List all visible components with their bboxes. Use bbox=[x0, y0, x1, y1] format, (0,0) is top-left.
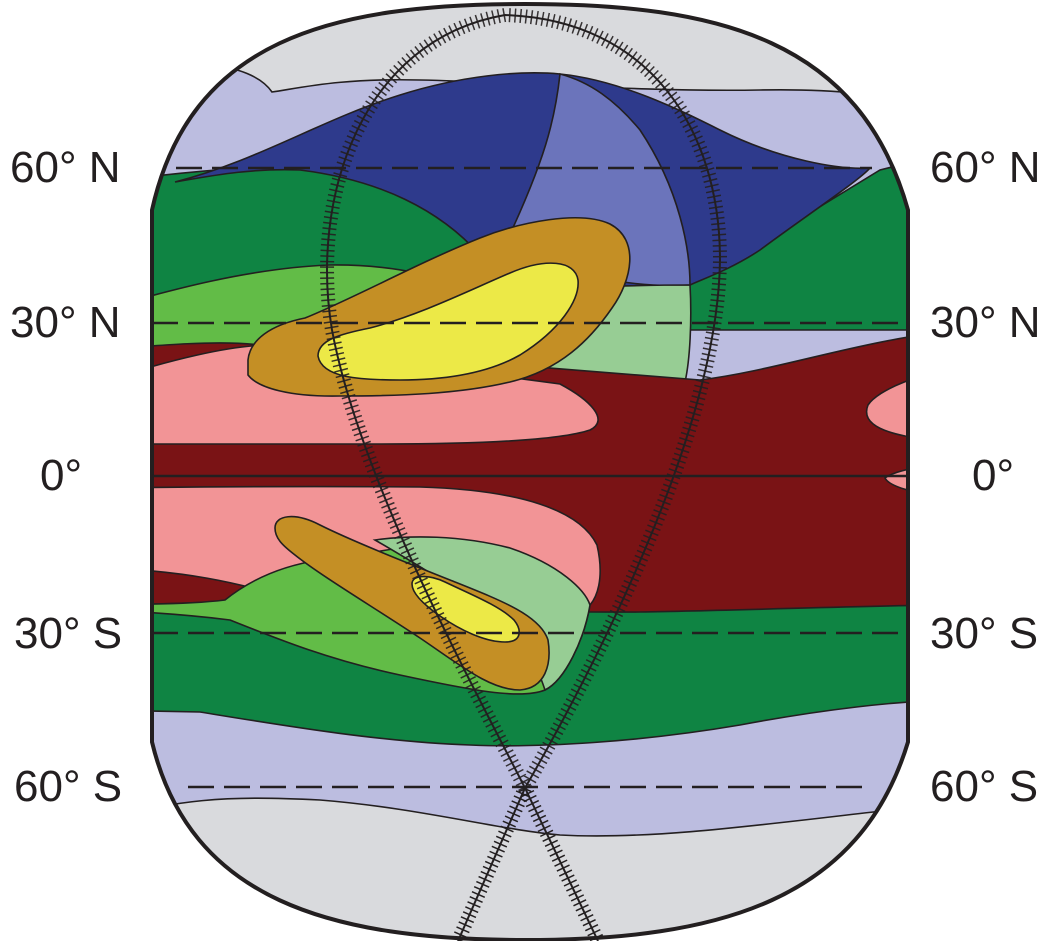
equator-pink-lobe bbox=[865, 369, 908, 441]
south-polar-cap bbox=[152, 797, 908, 940]
label-30s-left: 30° S bbox=[14, 609, 122, 658]
label-eq-right: 0° bbox=[972, 451, 1014, 500]
label-60s-right: 60° S bbox=[930, 762, 1038, 811]
label-60n-right: 60° N bbox=[930, 143, 1041, 192]
label-30n-right: 30° N bbox=[930, 298, 1041, 347]
map-regions bbox=[152, 4, 908, 940]
label-60n-left: 60° N bbox=[10, 143, 121, 192]
hatched-teardrop-outline bbox=[320, 7, 728, 941]
label-eq-left: 0° bbox=[40, 451, 82, 500]
equator-pink-lobe-small bbox=[883, 461, 908, 499]
north-yellow-core bbox=[317, 262, 579, 381]
globe-outline bbox=[150, 1, 910, 941]
label-60s-left: 60° S bbox=[14, 762, 122, 811]
south-mustard-lobe bbox=[274, 515, 550, 691]
right-latitude-labels: 60° N 30° N 0° 30° S 60° S bbox=[930, 143, 1041, 811]
left-latitude-labels: 60° N 30° N 0° 30° S 60° S bbox=[10, 143, 122, 811]
label-30n-left: 30° N bbox=[10, 298, 121, 347]
label-30s-right: 30° S bbox=[930, 609, 1038, 658]
